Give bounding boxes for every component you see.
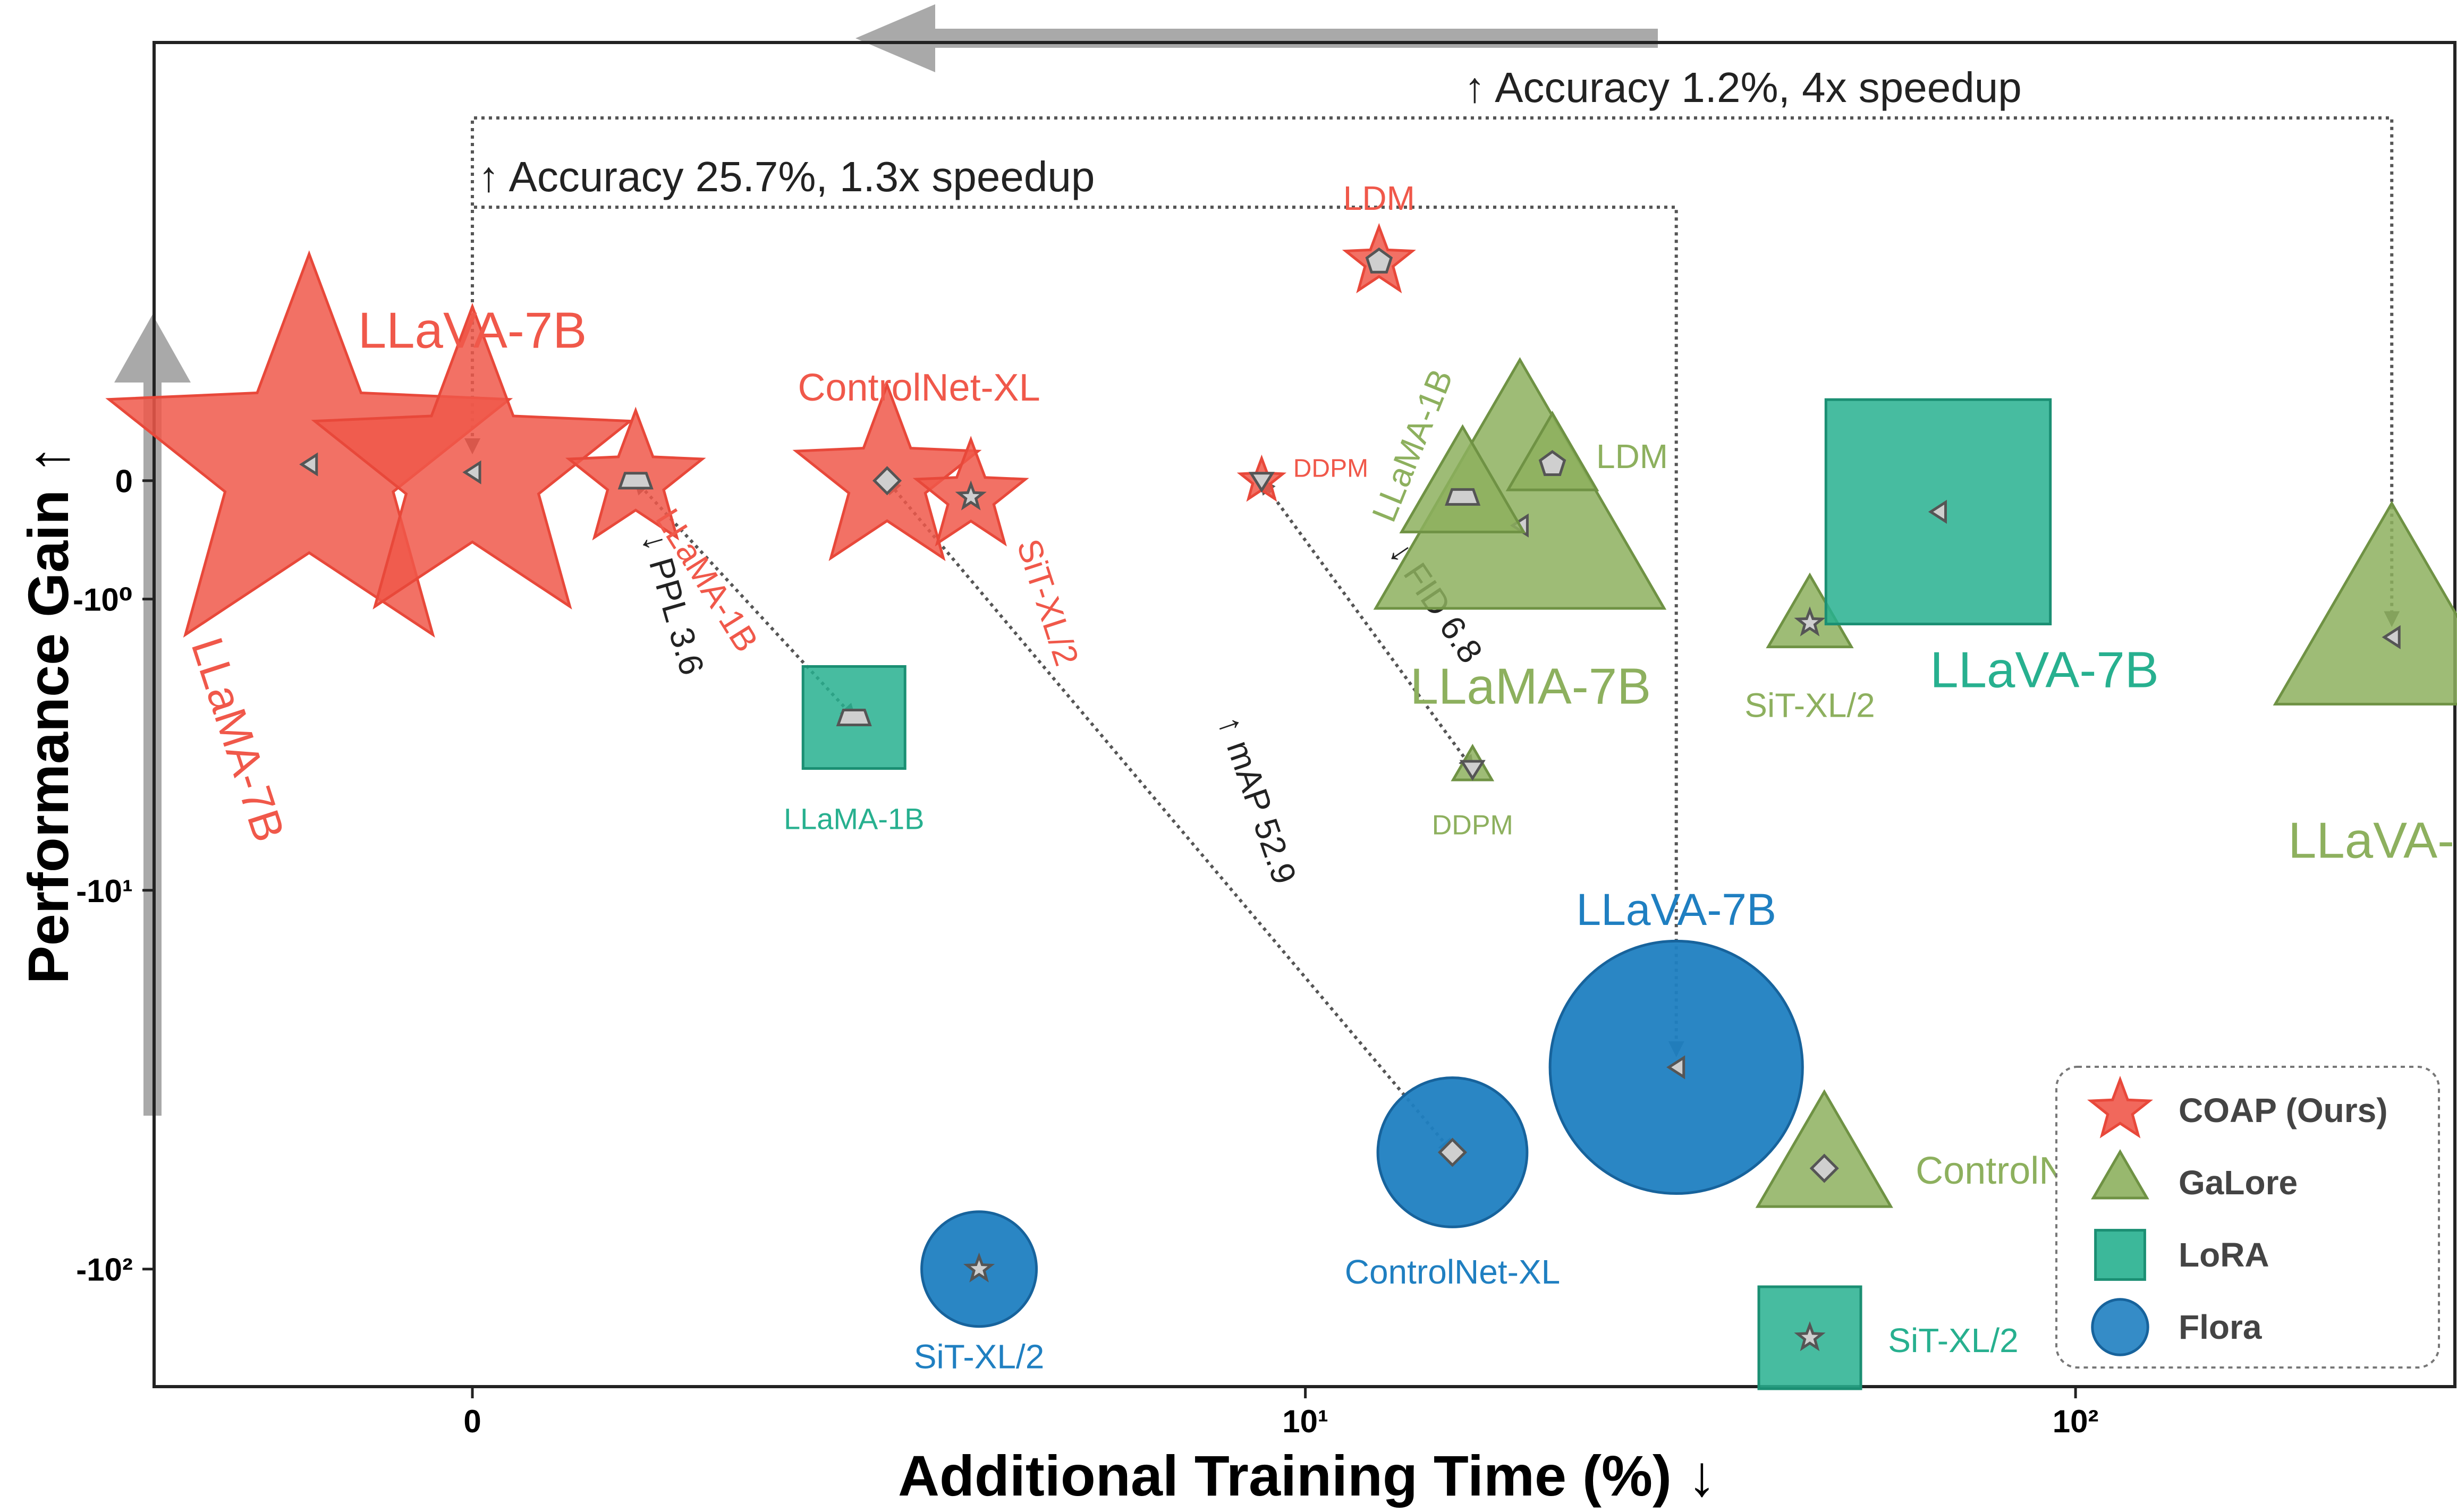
marker-coap-ours-sit-xl-2-inner-icon <box>955 480 987 511</box>
marker-galore-sit-xl-2-inner-icon <box>1794 606 1826 636</box>
label-coap-ours-llama-7b: LLaMA-7B <box>182 632 294 847</box>
legend-marker-flora <box>2091 1298 2149 1356</box>
label-lora-sit-xl-2: SiT-XL/2 <box>1888 1321 2018 1360</box>
marker-flora-sit-xl-2-inner-icon <box>963 1252 995 1282</box>
y-axis-title: Performance Gain ↑ <box>16 445 80 984</box>
legend-box <box>2055 1066 2440 1369</box>
marker-coap-ours-ddpm-inner-icon <box>1248 472 1275 493</box>
label-coap-ours-ldm: LDM <box>1343 179 1415 217</box>
marker-galore-llava-7b-inner-icon <box>2382 625 2401 649</box>
label-lora-llava-7b: LLaVA-7B <box>1930 642 2159 699</box>
x-tick-label-2: 10² <box>2053 1404 2099 1439</box>
marker-flora-controlnet-xl-inner-icon <box>1437 1137 1468 1167</box>
label-galore-llava-7b: LLaVA-7B <box>2288 812 2457 869</box>
marker-lora-llama-1b-inner-icon <box>836 709 872 727</box>
marker-galore-ldm-inner-icon <box>1538 450 1566 476</box>
annotation-1: ↑ mAP 52.9 <box>885 478 1455 1155</box>
legend-marker-lora <box>2094 1229 2146 1281</box>
marker-lora-sit-xl-2-inner-icon <box>1794 1321 1826 1352</box>
marker-coap-ours-llava-7b-inner-icon <box>462 460 481 485</box>
annotation-4: ↑ Accuracy 1.2%, 4x speedup <box>464 64 2400 627</box>
marker-coap-ours-ldm-inner-icon <box>1365 247 1393 274</box>
label-flora-llava-7b: LLaVA-7B <box>1576 885 1776 935</box>
label-coap-ours-ddpm: DDPM <box>1293 454 1368 482</box>
label-galore-sit-xl-2: SiT-XL/2 <box>1744 686 1875 724</box>
marker-galore-llama-1b <box>1399 424 1526 533</box>
annotation-text-4: ↑ Accuracy 1.2%, 4x speedup <box>1464 64 2022 111</box>
y-tick-label-0: 0 <box>115 464 133 499</box>
annotation-text-1: ↑ mAP 52.9 <box>1211 711 1304 889</box>
y-tick-label-2: -10¹ <box>76 873 133 909</box>
legend-label-lora: LoRA <box>2179 1236 2269 1274</box>
marker-galore-llava-7b <box>2273 500 2457 706</box>
legend-label-flora: Flora <box>2179 1308 2262 1346</box>
legend-marker-galore <box>2091 1149 2149 1200</box>
series-galore <box>1373 357 2457 1208</box>
marker-layer <box>105 223 2457 1390</box>
marker-galore-llama-1b-inner-icon <box>1445 488 1481 506</box>
annotation-text-3: ↑ Accuracy 25.7%, 1.3x speedup <box>478 153 1095 200</box>
annotation-arrow-4 <box>464 116 2400 627</box>
marker-galore-ddpm-inner-icon <box>1459 760 1486 781</box>
marker-galore-controlnet-xl-inner-icon <box>1809 1153 1839 1183</box>
label-flora-controlnet-xl: ControlNet-XL <box>1345 1253 1561 1291</box>
label-coap-ours-controlnet-xl: ControlNet-XL <box>798 367 1040 409</box>
x-tick-label-1: 10¹ <box>1282 1404 1328 1439</box>
marker-lora-llava-7b-inner-icon <box>1928 499 1947 524</box>
label-lora-llama-1b: LLaMA-1B <box>784 802 925 835</box>
label-flora-sit-xl-2: SiT-XL/2 <box>914 1338 1044 1376</box>
label-galore-llama-7b: LLaMA-7B <box>1410 658 1651 715</box>
marker-flora-llava-7b-inner-icon <box>1666 1055 1685 1080</box>
marker-coap-ours-controlnet-xl-inner-icon <box>872 466 902 496</box>
y-tick-label-3: -10² <box>76 1252 133 1288</box>
marker-galore-controlnet-xl <box>1755 1089 1893 1208</box>
series-coap-ours <box>105 223 1416 638</box>
legend: COAP (Ours) GaLore LoRA Flora <box>2055 1066 2440 1369</box>
x-tick-label-0: 0 <box>463 1404 481 1439</box>
marker-coap-ours-llava-7b <box>311 302 634 610</box>
marker-coap-ours-llama-1b-inner-icon <box>617 472 654 490</box>
series-flora <box>920 939 1804 1328</box>
annotation-arrows: ↓ PPL 3.6↑ mAP 52.9↓ FID 6.8↑ Accuracy 2… <box>464 64 2400 1155</box>
legend-marker-coap-ours <box>2087 1075 2153 1139</box>
series-lora <box>801 398 2052 1390</box>
label-coap-ours-sit-xl-2: SiT-XL/2 <box>1010 534 1086 670</box>
label-coap-ours-llava-7b: LLaVA-7B <box>358 302 587 359</box>
legend-label-coap-ours: COAP (Ours) <box>2179 1091 2388 1129</box>
legend-label-galore: GaLore <box>2179 1163 2298 1202</box>
x-axis-title: Additional Training Time (%) ↓ <box>898 1443 1716 1508</box>
label-galore-ldm: LDM <box>1596 437 1668 475</box>
label-galore-ddpm: DDPM <box>1432 810 1513 841</box>
axis-ticks: 0 10¹ 10² 0 -10⁰ -10¹ -10² <box>73 464 2098 1439</box>
y-tick-label-1: -10⁰ <box>73 582 133 618</box>
annotation-arrow-1 <box>885 478 1455 1155</box>
marker-coap-ours-llama-7b-inner-icon <box>299 452 318 477</box>
direction-arrow-left <box>855 4 1658 72</box>
